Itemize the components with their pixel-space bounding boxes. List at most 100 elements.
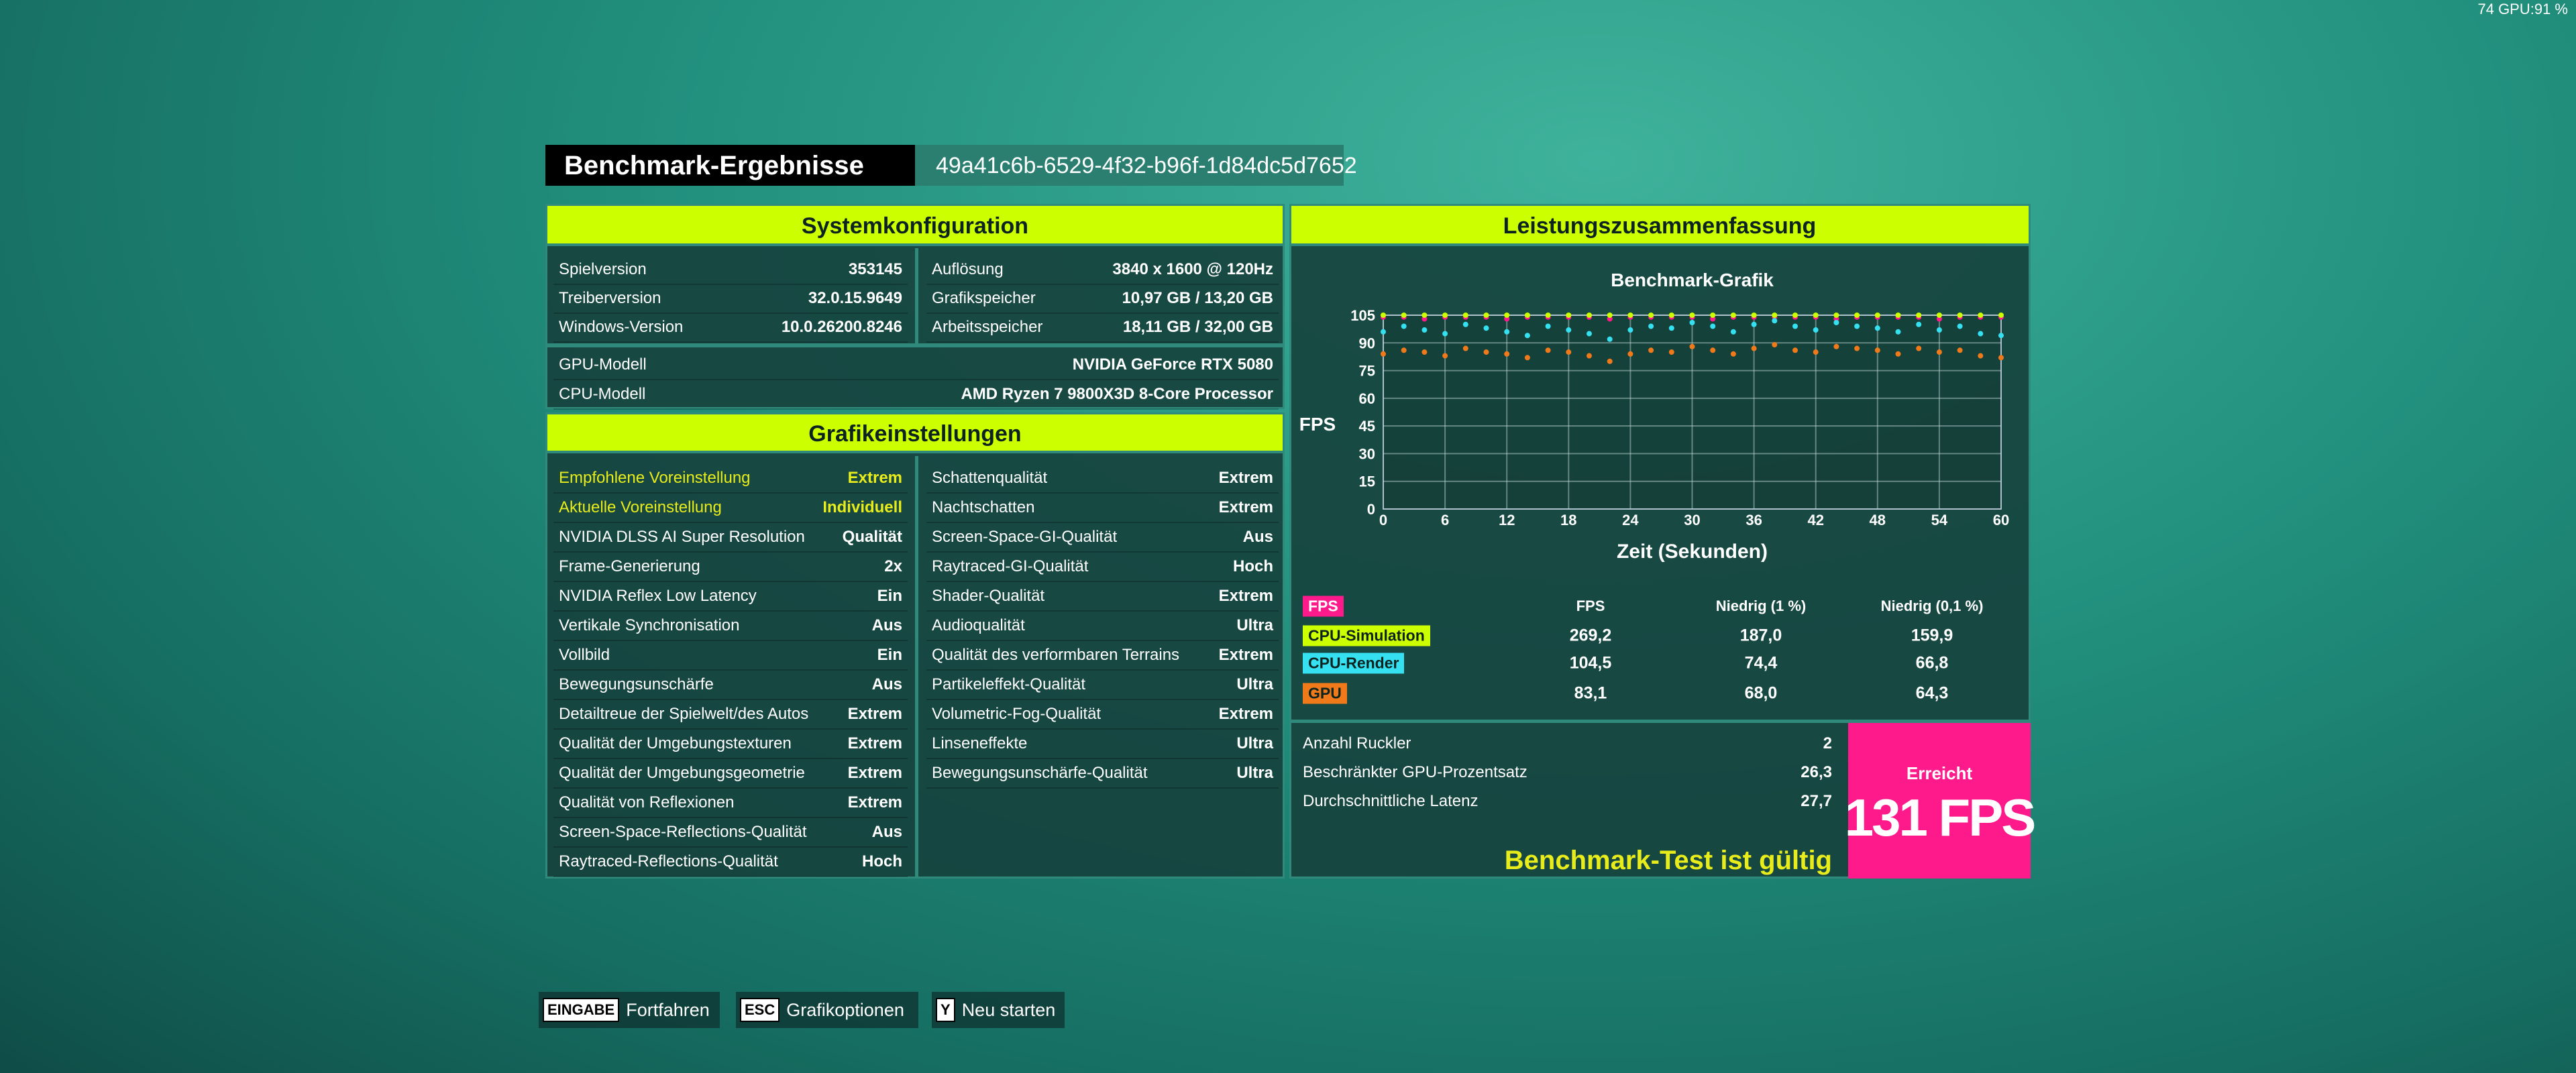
data-point	[1895, 329, 1901, 335]
row-separator	[926, 341, 1279, 343]
row-separator	[926, 522, 1279, 523]
data-point	[1627, 327, 1633, 333]
row-separator	[926, 283, 1279, 285]
table-cell: 66,8	[1915, 653, 1949, 673]
setting-label: Aktuelle Voreinstellung	[559, 498, 722, 516]
setting-value: 10.0.26200.8246	[781, 318, 902, 336]
data-point	[1730, 313, 1736, 318]
stat-value: 27,7	[1801, 792, 1832, 810]
data-point	[1874, 325, 1880, 331]
data-point	[1874, 313, 1880, 318]
legend-entry: CPU-Render	[1303, 653, 1405, 674]
setting-value: Extrem	[1218, 705, 1273, 723]
data-point	[1854, 345, 1860, 351]
data-point	[1483, 325, 1489, 331]
setting-value: 353145	[848, 260, 902, 278]
data-point	[1813, 313, 1819, 318]
result-box	[1848, 723, 2031, 879]
row-separator	[553, 728, 908, 730]
setting-label: Shader-Qualität	[932, 587, 1045, 605]
data-point	[1421, 313, 1428, 318]
row-separator	[553, 876, 908, 877]
data-point	[1668, 313, 1674, 318]
data-point	[1895, 313, 1901, 318]
row-separator	[553, 581, 908, 582]
row-separator	[926, 551, 1279, 553]
data-point	[1566, 349, 1572, 355]
data-point	[1401, 313, 1407, 318]
data-point	[1730, 351, 1736, 357]
setting-label: Empfohlene Voreinstellung	[559, 469, 751, 487]
setting-value: Extrem	[1218, 646, 1273, 664]
setting-value: Ultra	[1236, 616, 1273, 634]
row-separator	[926, 492, 1279, 494]
data-point	[1483, 349, 1489, 355]
data-point	[1504, 313, 1510, 318]
x-tick-label: 30	[1684, 512, 1700, 528]
data-point	[1607, 316, 1613, 322]
data-point	[1442, 353, 1448, 359]
data-point	[1689, 320, 1695, 326]
data-point	[1587, 331, 1592, 337]
setting-value: Hoch	[862, 852, 902, 870]
setting-value: Extrem	[1218, 498, 1273, 516]
setting-label: Vertikale Synchronisation	[559, 616, 740, 634]
stat-value: 2	[1823, 734, 1832, 752]
data-point	[1751, 321, 1757, 327]
data-point	[1401, 347, 1407, 353]
data-point	[1607, 336, 1613, 342]
action-label: Neu starten	[961, 999, 1056, 1020]
table-cell: 74,4	[1744, 653, 1778, 673]
table-cell: 269,2	[1569, 626, 1612, 645]
data-point	[1566, 313, 1572, 318]
section-header	[547, 414, 1283, 453]
data-point	[1668, 349, 1674, 355]
x-tick-label: 54	[1931, 512, 1948, 528]
data-point	[1792, 313, 1798, 318]
row-separator	[926, 610, 1279, 612]
setting-value: Individuell	[822, 498, 902, 516]
data-point	[1792, 323, 1798, 329]
data-point	[1854, 313, 1860, 318]
row-separator	[553, 379, 1279, 380]
row-separator	[553, 312, 908, 314]
data-point	[1833, 313, 1839, 318]
data-point	[1524, 313, 1530, 318]
column-header: Niedrig (1 %)	[1715, 598, 1807, 614]
footer-button[interactable]: ESC Grafikoptionen	[736, 992, 918, 1028]
data-point	[1710, 323, 1716, 329]
title-box	[545, 145, 915, 186]
section-title: Leistungszusammenfassung	[1503, 213, 1817, 239]
footer-button[interactable]: Y Neu starten	[932, 992, 1065, 1028]
x-axis-label: Zeit (Sekunden)	[1617, 541, 1768, 563]
data-point	[1462, 345, 1468, 351]
row-separator	[553, 699, 908, 700]
setting-label: Raytraced-GI-Qualität	[932, 557, 1089, 575]
row-separator	[926, 728, 1279, 730]
setting-label: NVIDIA DLSS AI Super Resolution	[559, 528, 805, 546]
column-header: FPS	[1576, 598, 1605, 614]
table-cell: 187,0	[1739, 626, 1782, 645]
stat-label: Beschränkter GPU-Prozentsatz	[1303, 763, 1527, 781]
valid-message: Benchmark-Test ist gültig	[1504, 846, 1832, 875]
setting-value: Aus	[871, 616, 902, 634]
data-point	[1462, 313, 1468, 318]
footer-button[interactable]: EINGABE Fortfahren	[539, 992, 720, 1028]
data-point	[1504, 316, 1510, 322]
setting-label: Frame-Generierung	[559, 557, 700, 575]
divider	[547, 343, 1283, 347]
data-point	[1504, 351, 1510, 357]
data-point	[1936, 327, 1942, 333]
data-point	[1772, 318, 1778, 324]
setting-value: Ultra	[1236, 734, 1273, 752]
divider	[915, 248, 918, 343]
stat-label: Durchschnittliche Latenz	[1303, 792, 1479, 810]
setting-label: Auflösung	[932, 260, 1004, 278]
data-point	[1607, 358, 1613, 364]
setting-label: Arbeitsspeicher	[932, 318, 1043, 336]
section-title: Systemkonfiguration	[801, 213, 1029, 239]
row-separator	[553, 787, 908, 789]
setting-label: Bewegungsunschärfe-Qualität	[932, 764, 1148, 782]
row-separator	[926, 758, 1279, 759]
